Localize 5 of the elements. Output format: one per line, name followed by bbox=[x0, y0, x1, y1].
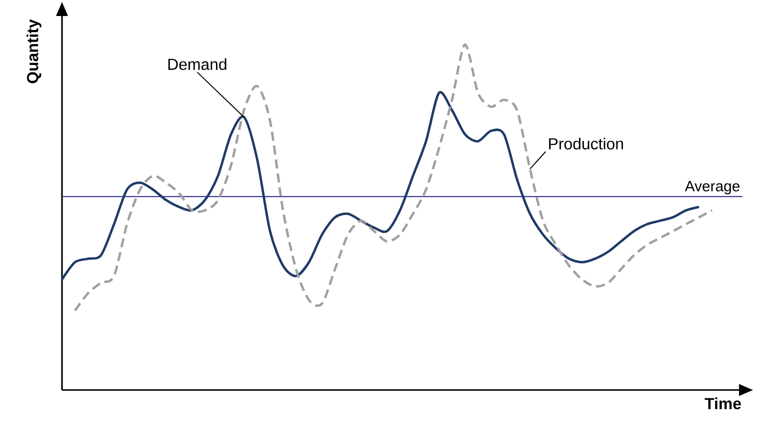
ref-line-label: Average bbox=[684, 180, 740, 194]
y-axis-title: Quantity bbox=[26, 19, 42, 84]
series-label: Production bbox=[549, 138, 623, 150]
text: Demand bbox=[168, 58, 226, 70]
x-axis-title: Time bbox=[704, 398, 741, 410]
